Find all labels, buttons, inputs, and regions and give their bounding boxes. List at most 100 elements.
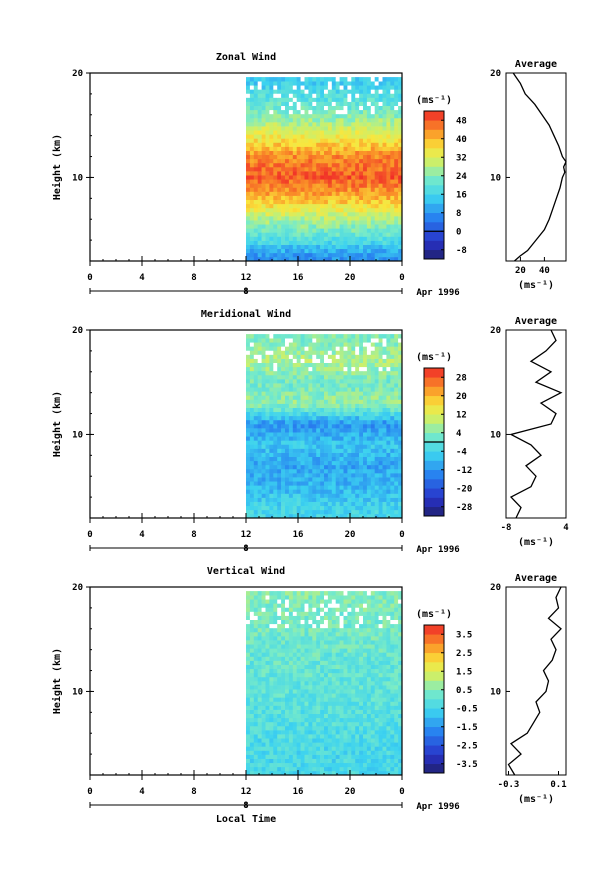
heatmap-cell xyxy=(328,163,332,167)
heatmap-cell xyxy=(316,759,320,763)
heatmap-cell xyxy=(281,114,285,118)
heatmap-cell xyxy=(320,204,324,208)
heatmap-cell xyxy=(281,502,285,506)
heatmap-cell xyxy=(258,420,262,424)
heatmap-cell xyxy=(367,502,371,506)
heatmap-cell xyxy=(390,208,394,212)
heatmap-cell xyxy=(390,228,394,232)
heatmap-cell xyxy=(351,192,355,196)
heatmap-cell xyxy=(332,147,336,151)
heatmap-cell xyxy=(312,122,316,126)
heatmap-cell xyxy=(336,85,340,89)
heatmap-cell xyxy=(301,424,305,428)
heatmap-cell xyxy=(277,697,281,701)
heatmap-cell xyxy=(379,750,383,754)
heatmap-cell xyxy=(383,722,387,726)
heatmap-cell xyxy=(281,661,285,665)
heatmap-cell xyxy=(390,355,394,359)
heatmap-cell xyxy=(332,387,336,391)
heatmap-cell xyxy=(363,118,367,122)
heatmap-cell xyxy=(266,334,270,338)
heatmap-cell xyxy=(246,379,250,383)
heatmap-cell xyxy=(371,249,375,253)
heatmap-cell xyxy=(305,485,309,489)
heatmap-cell xyxy=(347,485,351,489)
heatmap-cell xyxy=(285,416,289,420)
heatmap-cell xyxy=(277,461,281,465)
heatmap-cell xyxy=(297,759,301,763)
heatmap-cell xyxy=(301,412,305,416)
heatmap-cell xyxy=(254,489,258,493)
heatmap-cell xyxy=(324,155,328,159)
heatmap-cell xyxy=(340,338,344,342)
heatmap-cell xyxy=(394,130,398,134)
heatmap-cell xyxy=(375,350,379,354)
heatmap-cell xyxy=(328,444,332,448)
heatmap-cell xyxy=(266,444,270,448)
heatmap-cell xyxy=(351,346,355,350)
heatmap-cell xyxy=(266,412,270,416)
heatmap-cell xyxy=(355,342,359,346)
heatmap-cell xyxy=(336,734,340,738)
heatmap-cell xyxy=(344,424,348,428)
heatmap-cell xyxy=(363,453,367,457)
heatmap-cell xyxy=(351,473,355,477)
heatmap-cell xyxy=(301,346,305,350)
heatmap-cell xyxy=(269,734,273,738)
heatmap-cell xyxy=(332,408,336,412)
heatmap-cell xyxy=(273,710,277,714)
heatmap-cell xyxy=(363,693,367,697)
heatmap-cell xyxy=(390,424,394,428)
heatmap-cell xyxy=(347,208,351,212)
heatmap-cell xyxy=(316,750,320,754)
heatmap-cell xyxy=(355,469,359,473)
colorbar-tick-label: -28 xyxy=(456,503,472,513)
heatmap-cell xyxy=(379,489,383,493)
heatmap-cell xyxy=(281,130,285,134)
heatmap-cell xyxy=(328,685,332,689)
heatmap-cell xyxy=(258,477,262,481)
heatmap-cell xyxy=(394,187,398,191)
date-marker-label: 8 xyxy=(243,544,248,554)
heatmap-cell xyxy=(250,493,254,497)
heatmap-cell xyxy=(320,224,324,228)
heatmap-cell xyxy=(336,673,340,677)
heatmap-cell xyxy=(383,673,387,677)
heatmap-cell xyxy=(359,245,363,249)
heatmap-cell xyxy=(351,489,355,493)
heatmap-cell xyxy=(297,232,301,236)
heatmap-cell xyxy=(379,502,383,506)
heatmap-cell xyxy=(375,436,379,440)
heatmap-cell xyxy=(293,338,297,342)
heatmap-cell xyxy=(289,498,293,502)
heatmap-cell xyxy=(328,77,332,81)
heatmap-cell xyxy=(367,714,371,718)
heatmap-cell xyxy=(394,122,398,126)
heatmap-cell xyxy=(379,204,383,208)
heatmap-cell xyxy=(269,359,273,363)
heatmap-cell xyxy=(250,685,254,689)
heatmap-cell xyxy=(383,408,387,412)
heatmap-cell xyxy=(269,457,273,461)
heatmap-cell xyxy=(293,689,297,693)
heatmap-cell xyxy=(281,216,285,220)
heatmap-cell xyxy=(254,453,258,457)
heatmap-cell xyxy=(383,387,387,391)
heatmap-cell xyxy=(297,253,301,257)
heatmap-cell xyxy=(336,134,340,138)
heatmap-cell xyxy=(355,81,359,85)
heatmap-cell xyxy=(379,224,383,228)
heatmap-cell xyxy=(371,106,375,110)
heatmap-cell xyxy=(320,200,324,204)
heatmap-cell xyxy=(375,412,379,416)
heatmap-cell xyxy=(371,759,375,763)
heatmap-cell xyxy=(316,722,320,726)
heatmap-cell xyxy=(394,228,398,232)
heatmap-cell xyxy=(266,171,270,175)
heatmap-cell xyxy=(390,408,394,412)
heatmap-cell xyxy=(367,220,371,224)
heatmap-cell xyxy=(371,371,375,375)
heatmap-cell xyxy=(277,375,281,379)
heatmap-cell xyxy=(375,465,379,469)
heatmap-cell xyxy=(394,77,398,81)
